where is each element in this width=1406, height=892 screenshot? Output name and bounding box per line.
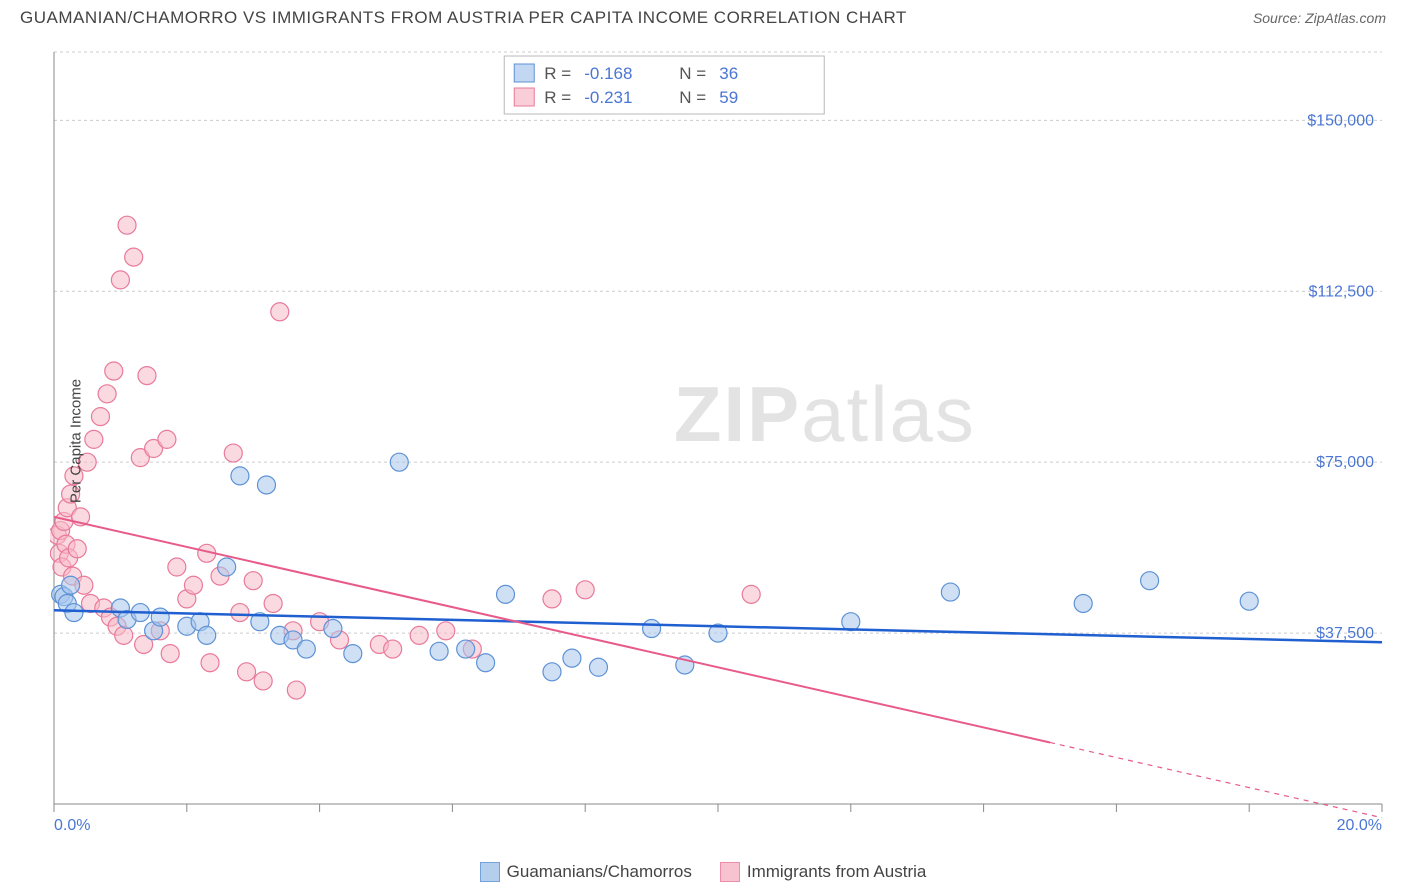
- svg-text:$75,000: $75,000: [1316, 454, 1374, 471]
- svg-text:36: 36: [719, 64, 738, 83]
- svg-text:ZIPatlas: ZIPatlas: [674, 370, 976, 458]
- legend-swatch-pink: [720, 862, 740, 882]
- legend-item-blue: Guamanians/Chamorros: [480, 862, 692, 882]
- source-label: Source: ZipAtlas.com: [1253, 10, 1386, 26]
- svg-text:R =: R =: [544, 88, 571, 107]
- svg-text:-0.168: -0.168: [584, 64, 632, 83]
- svg-text:59: 59: [719, 88, 738, 107]
- chart-title: GUAMANIAN/CHAMORRO VS IMMIGRANTS FROM AU…: [20, 8, 907, 28]
- plot-area: Per Capita Income $37,500 $75,000 $112,500…: [50, 48, 1386, 834]
- svg-text:N =: N =: [679, 64, 706, 83]
- svg-text:$112,500: $112,500: [1308, 283, 1374, 300]
- svg-text:$150,000: $150,000: [1307, 112, 1374, 129]
- svg-text:$37,500: $37,500: [1316, 625, 1374, 642]
- svg-text:20.0%: 20.0%: [1337, 817, 1382, 834]
- legend-label-pink: Immigrants from Austria: [747, 862, 927, 882]
- svg-text:R =: R =: [544, 64, 571, 83]
- svg-text:N =: N =: [679, 88, 706, 107]
- legend-swatch-blue: [480, 862, 500, 882]
- legend-item-pink: Immigrants from Austria: [720, 862, 927, 882]
- scatter-chart: $37,500 $75,000 $112,500 $150,000 0.0% 20.0% Z…: [50, 48, 1386, 834]
- svg-text:-0.231: -0.231: [584, 88, 632, 107]
- svg-text:0.0%: 0.0%: [54, 817, 90, 834]
- y-axis-label: Per Capita Income: [68, 379, 85, 503]
- bottom-legend: Guamanians/Chamorros Immigrants from Aus…: [0, 862, 1406, 882]
- legend-label-blue: Guamanians/Chamorros: [507, 862, 692, 882]
